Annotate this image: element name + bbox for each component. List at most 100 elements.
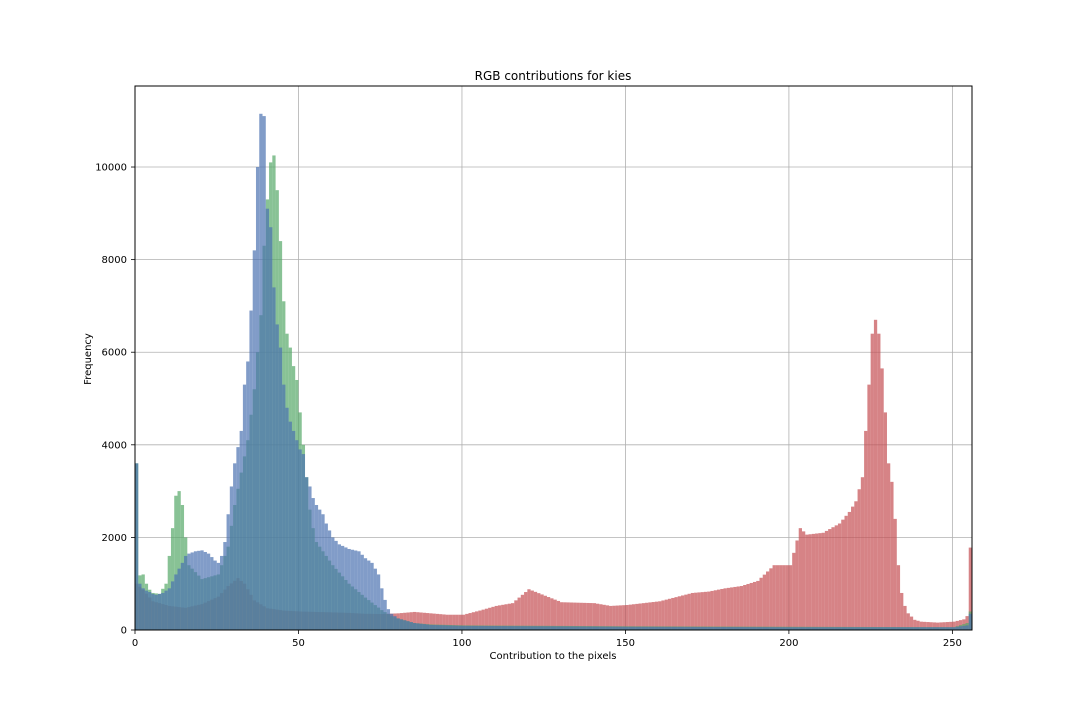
histogram-bar: [445, 625, 449, 630]
histogram-bar: [638, 603, 642, 630]
histogram-bar: [896, 565, 901, 630]
histogram-bar: [684, 626, 688, 630]
histogram-bar: [599, 626, 603, 630]
histogram-bar: [432, 624, 436, 630]
histogram-bar: [305, 477, 309, 630]
histogram-bar: [811, 533, 816, 630]
histogram-bar: [566, 602, 570, 630]
x-tick-label: 150: [616, 638, 635, 649]
histogram-bar: [579, 602, 583, 630]
histogram-bar: [681, 626, 685, 630]
histogram-bar: [301, 454, 306, 630]
histogram-bar: [815, 533, 819, 630]
histogram-bar: [955, 620, 959, 630]
histogram-bar: [596, 626, 600, 630]
histogram-bar: [723, 588, 727, 630]
histogram-bar: [213, 560, 217, 630]
histogram-bar: [710, 626, 714, 630]
histogram-bar: [507, 626, 511, 630]
histogram-bar: [494, 626, 498, 630]
histogram-bar: [883, 412, 887, 630]
histogram-bar: [752, 581, 757, 630]
histogram-bar: [952, 627, 956, 630]
histogram-bar: [932, 622, 937, 630]
histogram-bar: [900, 592, 904, 630]
histogram-bar: [288, 421, 292, 630]
histogram-bar: [435, 613, 440, 630]
histogram-bar: [834, 525, 838, 630]
histogram-bar: [340, 545, 345, 630]
histogram-bar: [439, 625, 443, 630]
histogram-bar: [612, 605, 616, 630]
histogram-bar: [651, 626, 655, 630]
histogram-bar: [906, 613, 910, 630]
histogram-bar: [687, 593, 691, 630]
histogram-bar: [154, 594, 158, 630]
chart-title: RGB contributions for kies: [475, 69, 632, 83]
histogram-bar: [854, 501, 858, 630]
histogram-bar: [654, 601, 659, 630]
histogram-bar: [821, 627, 825, 630]
histogram-bar: [801, 627, 806, 630]
histogram-bar: [138, 583, 142, 630]
histogram-bar: [726, 587, 731, 630]
histogram-bar: [661, 600, 665, 630]
histogram-bar: [713, 590, 717, 630]
histogram-bar: [743, 627, 747, 630]
histogram-bar: [530, 590, 534, 630]
histogram-bar: [576, 626, 580, 630]
histogram-bar: [399, 619, 404, 630]
histogram-bar: [775, 565, 780, 630]
histogram-bar: [880, 627, 884, 630]
histogram-bar: [697, 626, 701, 630]
histogram-bar: [612, 626, 616, 630]
histogram-bar: [475, 611, 479, 630]
histogram-bar: [393, 616, 397, 630]
series-2-bars: [135, 113, 972, 631]
histogram-bar: [265, 208, 270, 630]
histogram-bar: [357, 551, 361, 630]
histogram-bar: [707, 591, 711, 630]
histogram-bar: [788, 627, 793, 630]
histogram-bar: [749, 627, 753, 630]
histogram-bar: [527, 589, 531, 630]
histogram-bar: [602, 626, 606, 630]
histogram-bar: [507, 603, 511, 630]
histogram-bar: [396, 618, 400, 630]
histogram-bar: [743, 584, 747, 630]
histogram-bar: [694, 592, 698, 630]
histogram-bar: [968, 613, 972, 630]
histogram-bar: [579, 626, 583, 630]
histogram-bar: [942, 627, 946, 630]
histogram-bar: [880, 368, 884, 630]
histogram-bar: [501, 626, 505, 630]
histogram-bar: [560, 602, 564, 630]
histogram-bar: [170, 581, 175, 630]
histogram-bar: [628, 604, 632, 630]
histogram-bar: [893, 627, 897, 630]
histogram-bar: [239, 430, 243, 630]
histogram-bar: [864, 430, 868, 630]
histogram-bar: [766, 571, 770, 630]
histogram-bar: [481, 609, 485, 630]
histogram-bar: [922, 621, 927, 630]
histogram-bar: [677, 626, 682, 630]
histogram-bar: [510, 626, 515, 630]
histogram-bar: [537, 593, 541, 630]
histogram-bar: [860, 627, 865, 630]
histogram-bar: [226, 514, 230, 630]
histogram-bar: [870, 333, 874, 630]
histogram-bar: [949, 621, 953, 630]
histogram-bar: [716, 589, 721, 630]
histogram-bar: [468, 625, 472, 630]
histogram-bar: [936, 627, 940, 630]
histogram-bar: [380, 588, 384, 630]
histogram-bar: [576, 602, 580, 630]
histogram-bar: [824, 530, 829, 630]
histogram-bar: [376, 574, 381, 630]
histogram-bar: [909, 616, 914, 630]
histogram-bar: [766, 627, 770, 630]
histogram-bar: [690, 626, 695, 630]
histogram-bar: [955, 626, 959, 630]
histogram-bar: [883, 627, 887, 630]
